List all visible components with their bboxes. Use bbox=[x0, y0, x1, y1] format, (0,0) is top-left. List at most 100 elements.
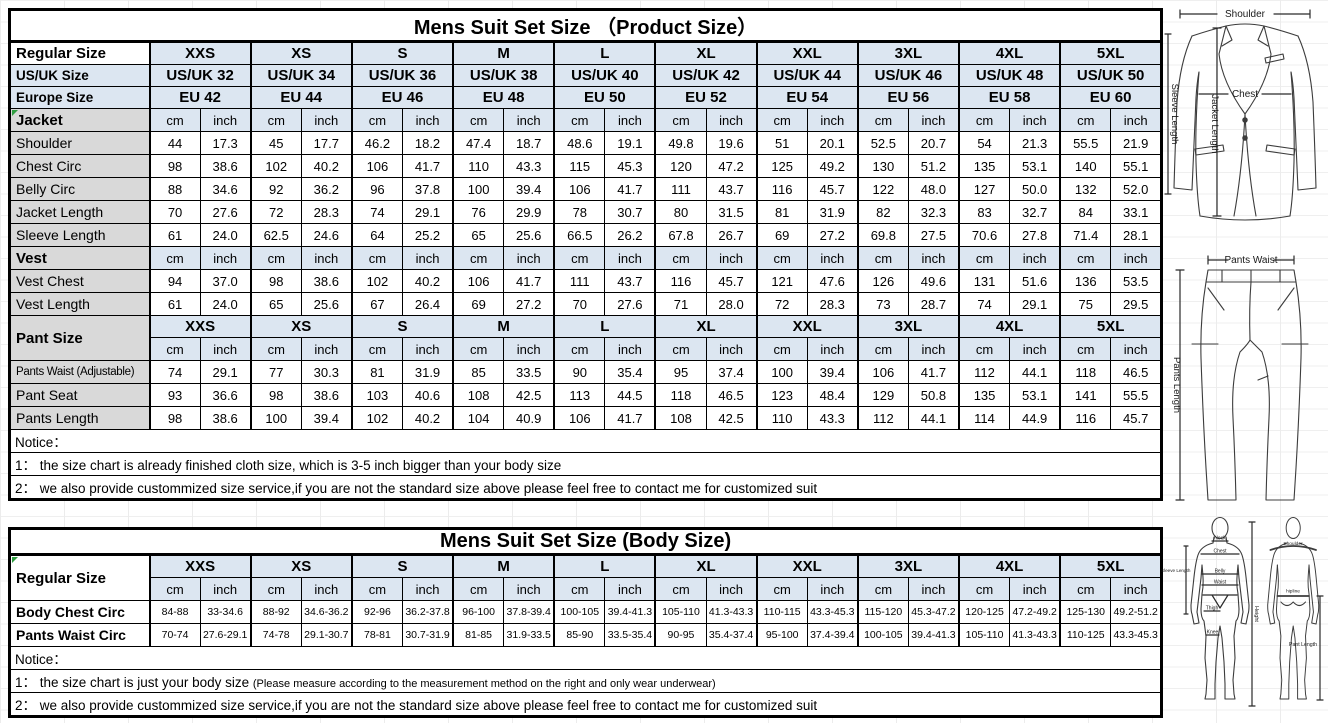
pant-unit-cm-cell: cm bbox=[755, 337, 808, 361]
size-header-cell: 3XL bbox=[856, 554, 960, 578]
value-cell-inch: 19.1 bbox=[604, 131, 656, 155]
value-cell-inch: 55.1 bbox=[1110, 154, 1163, 178]
jacket-unit-inch-cell: inch bbox=[1110, 108, 1163, 132]
product-size-table: Mens Suit Set Size （Product Size） Regula… bbox=[8, 8, 1164, 501]
size-header-cell: 4XL bbox=[957, 554, 1061, 578]
value-cell-cm: 114 bbox=[958, 406, 1011, 430]
value-cell-cm: 70.6 bbox=[958, 223, 1011, 247]
value-cell-cm: 100 bbox=[249, 406, 302, 430]
value-cell-inch: 45.3 bbox=[604, 154, 656, 178]
value-cell-inch: 38.6 bbox=[199, 406, 252, 430]
value-cell-cm: 96-100 bbox=[452, 600, 505, 624]
value-cell-inch: 47.2 bbox=[705, 154, 758, 178]
notice-line: 2： we also provide custommized size serv… bbox=[8, 475, 1163, 500]
value-cell-inch: 27.2 bbox=[503, 292, 555, 316]
value-cell-cm: 110 bbox=[755, 406, 808, 430]
value-cell-inch: 38.6 bbox=[300, 269, 353, 293]
value-cell-inch: 51.6 bbox=[1009, 269, 1061, 293]
value-cell-inch: 43.7 bbox=[604, 269, 656, 293]
body-unit-inch-cell: inch bbox=[1009, 577, 1061, 601]
value-cell-inch: 27.2 bbox=[806, 223, 859, 247]
value-cell-cm: 115-120 bbox=[856, 600, 909, 624]
value-cell-cm: 102 bbox=[350, 406, 403, 430]
size-header-cell: S bbox=[350, 554, 454, 578]
jacket-diagram: Shoulder Chest Jacket Length Sleeve Leng… bbox=[1162, 2, 1328, 246]
pant-unit-inch-cell: inch bbox=[907, 337, 960, 361]
value-cell-inch: 49.2-51.2 bbox=[1110, 600, 1163, 624]
body-knee-label: Knee bbox=[1207, 630, 1219, 636]
value-cell-inch: 40.2 bbox=[401, 269, 454, 293]
size-header-cell: S bbox=[350, 41, 454, 65]
vest-unit-cm-cell: cm bbox=[350, 246, 403, 270]
jacket-unit-inch-cell: inch bbox=[907, 108, 960, 132]
value-cell-cm: 120 bbox=[654, 154, 707, 178]
value-cell-inch: 28.3 bbox=[300, 200, 353, 224]
row-label-regular-size: Regular Size bbox=[9, 554, 151, 601]
value-cell-cm: 74 bbox=[148, 360, 201, 384]
europe-size-cell: EU 54 bbox=[755, 86, 859, 109]
value-cell-cm: 126 bbox=[856, 269, 909, 293]
value-cell-inch: 35.4 bbox=[604, 360, 656, 384]
value-cell-cm: 103 bbox=[350, 383, 403, 407]
value-cell-inch: 27.6-29.1 bbox=[199, 623, 252, 647]
value-cell-inch: 34.6 bbox=[199, 177, 252, 201]
row-label: Pant Seat bbox=[9, 383, 151, 407]
row-label-regular-size: Regular Size bbox=[9, 41, 151, 65]
value-cell-inch: 44.1 bbox=[907, 406, 960, 430]
europe-size-cell: EU 50 bbox=[553, 86, 656, 109]
jacket-chest-label: Chest bbox=[1232, 89, 1258, 100]
notice-line: 2： we also provide custommized size serv… bbox=[8, 692, 1163, 717]
body-unit-cm-cell: cm bbox=[148, 577, 201, 601]
vest-unit-inch-cell: inch bbox=[907, 246, 960, 270]
us-uk-size-cell: US/UK 32 bbox=[148, 64, 252, 87]
us-uk-size-cell: US/UK 42 bbox=[654, 64, 758, 87]
value-cell-inch: 19.6 bbox=[705, 131, 758, 155]
value-cell-cm: 111 bbox=[654, 177, 707, 201]
value-cell-inch: 31.9 bbox=[806, 200, 859, 224]
body-unit-inch-cell: inch bbox=[1110, 577, 1163, 601]
value-cell-inch: 33-34.6 bbox=[199, 600, 252, 624]
value-cell-cm: 81 bbox=[755, 200, 808, 224]
value-cell-cm: 132 bbox=[1059, 177, 1112, 201]
body-unit-inch-cell: inch bbox=[199, 577, 252, 601]
value-cell-inch: 40.6 bbox=[401, 383, 454, 407]
value-cell-inch: 28.1 bbox=[1110, 223, 1163, 247]
jacket-unit-cm-cell: cm bbox=[148, 108, 201, 132]
europe-size-cell: EU 58 bbox=[957, 86, 1061, 109]
vest-unit-inch-cell: inch bbox=[401, 246, 454, 270]
section-label: Jacket bbox=[9, 108, 151, 132]
size-header-cell: XL bbox=[654, 41, 758, 65]
vest-unit-inch-cell: inch bbox=[199, 246, 252, 270]
body-size-table: Mens Suit Set Size (Body Size) Regular S… bbox=[8, 527, 1164, 718]
size-header-cell: 5XL bbox=[1059, 554, 1163, 578]
value-cell-inch: 55.5 bbox=[1110, 383, 1163, 407]
row-label: Sleeve Length bbox=[9, 223, 151, 247]
body-unit-inch-cell: inch bbox=[300, 577, 353, 601]
value-cell-inch: 31.9-33.5 bbox=[503, 623, 555, 647]
value-cell-inch: 27.8 bbox=[1009, 223, 1061, 247]
jacket-unit-cm-cell: cm bbox=[452, 108, 505, 132]
size-header-cell: 3XL bbox=[856, 41, 960, 65]
value-cell-inch: 24.6 bbox=[300, 223, 353, 247]
value-cell-cm: 45 bbox=[249, 131, 302, 155]
size-header-cell: XXL bbox=[755, 41, 859, 65]
value-cell-inch: 20.7 bbox=[907, 131, 960, 155]
value-cell-cm: 108 bbox=[452, 383, 505, 407]
value-cell-inch: 34.6-36.2 bbox=[300, 600, 353, 624]
value-cell-inch: 51.2 bbox=[907, 154, 960, 178]
value-cell-inch: 41.7 bbox=[503, 269, 555, 293]
value-cell-cm: 92 bbox=[249, 177, 302, 201]
value-cell-cm: 71.4 bbox=[1059, 223, 1112, 247]
value-cell-inch: 30.3 bbox=[300, 360, 353, 384]
value-cell-cm: 78-81 bbox=[350, 623, 403, 647]
notice-heading: Notice： bbox=[8, 646, 1163, 670]
value-cell-cm: 74 bbox=[958, 292, 1011, 316]
value-cell-cm: 84-88 bbox=[148, 600, 201, 624]
value-cell-cm: 98 bbox=[249, 269, 302, 293]
value-cell-inch: 18.2 bbox=[401, 131, 454, 155]
value-cell-cm: 90-95 bbox=[654, 623, 707, 647]
vest-unit-inch-cell: inch bbox=[806, 246, 859, 270]
value-cell-cm: 122 bbox=[856, 177, 909, 201]
body-unit-inch-cell: inch bbox=[604, 577, 656, 601]
value-cell-cm: 129 bbox=[856, 383, 909, 407]
